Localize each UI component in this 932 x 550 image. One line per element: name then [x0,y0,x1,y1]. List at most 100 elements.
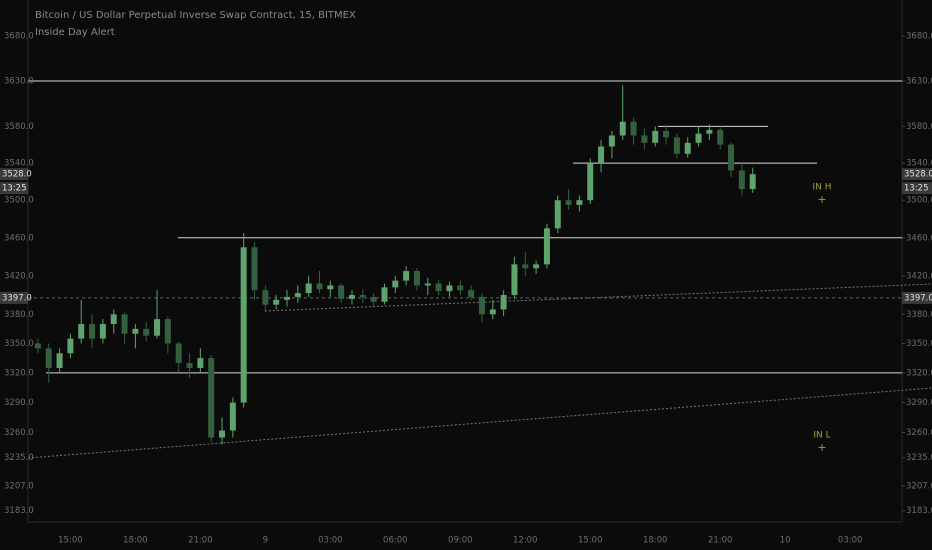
annotation-symbol: + [817,193,826,206]
candle-body [500,295,507,310]
candle-body [219,430,226,438]
candle-body [619,121,626,136]
y-tick-label: 3290.0 [906,398,932,408]
chart-title: Bitcoin / US Dollar Perpetual Inverse Sw… [35,10,356,21]
candle-body [294,293,301,297]
x-tick-label: 09:00 [448,536,473,546]
candle-body [186,363,193,368]
countdown-label: 13:25 [2,184,27,194]
candle-body [208,358,215,438]
y-tick-label: 3420.0 [4,271,34,281]
y-tick-label: 3320.0 [4,368,34,378]
y-tick-label: 3540.0 [4,159,34,169]
x-tick-label: 21:00 [188,536,213,546]
candle-body [110,314,117,324]
countdown-label: 13:25 [904,184,929,194]
candle-body [598,146,605,164]
candle-body [738,170,745,190]
y-tick-label: 3320.0 [906,368,932,378]
countdown-label-box [0,182,28,195]
candle-body [608,135,615,147]
y-tick-label: 3350.0 [4,339,34,349]
candle-body [392,280,399,288]
candle-body [543,228,550,265]
y-tick-label: 3460.0 [4,233,34,243]
marker-price-label-box [0,291,28,304]
candle-body [413,271,420,286]
y-tick-label: 3680.0 [906,32,932,42]
annotation: IN L [813,431,830,441]
y-tick-label: 3460.0 [906,233,932,243]
levels [28,80,902,374]
y-tick-label: 3580.0 [4,122,34,132]
candle-body [587,163,594,201]
candle-body [240,247,247,403]
candle-body [348,295,355,299]
chart-subtitle: Inside Day Alert [35,27,115,38]
y-tick-label: 3630.0 [4,76,34,86]
x-tick-label: 18:00 [123,536,148,546]
marker-price-label-box [902,291,932,304]
candle-body [728,144,735,171]
candle-body [143,328,150,336]
annotation-symbol: + [817,441,826,454]
marker-price-label: 3397.0 [2,293,32,303]
candle-body [489,309,496,315]
candle-body [251,247,258,291]
candle-body [164,319,171,344]
candle-body [641,135,648,143]
candle-body [717,129,724,145]
candle-body [749,174,756,190]
candle-body [706,129,713,134]
y-tick-label: 3380.0 [4,310,34,320]
candle-body [197,358,204,368]
candle-body [370,296,377,302]
candle-body [56,353,63,368]
y-tick-label: 3380.0 [906,310,932,320]
candles [34,85,756,445]
x-tick-label: 03:00 [318,536,343,546]
candle-body [478,296,485,315]
candle-body [316,283,323,290]
candle-body [99,323,106,339]
candle-body [34,343,41,349]
candle-body [533,264,540,269]
candle-body [554,200,561,229]
candle-body [457,285,464,291]
candle-body [663,130,670,138]
x-tick-label: 15:00 [578,536,603,546]
candle-body [511,264,518,296]
candle-body [45,348,52,368]
candle-body [338,285,345,299]
candle-body [403,271,410,281]
candle-body [175,343,182,364]
marker-price-label: 3397.0 [904,293,932,303]
y-tick-label: 3183.0 [906,506,932,516]
candle-body [229,402,236,431]
last-price-label: 3528.0 [2,170,32,180]
candle-body [284,296,291,300]
x-tick-label: 06:00 [383,536,408,546]
candle-body [273,299,280,305]
candle-body [435,283,442,292]
x-tick-label: 10 [780,536,791,546]
x-tick-label: 03:00 [838,536,863,546]
y-tick-label: 3420.0 [906,271,932,281]
annotation: IN H [812,183,831,193]
candle-body [630,121,637,136]
candle-body [78,323,85,339]
x-tick-label: 12:00 [513,536,538,546]
candle-body [565,200,572,205]
y-tick-label: 3260.0 [906,428,932,438]
candle-body [154,319,161,336]
candle-body [522,264,529,269]
y-tick-label: 3680.0 [4,32,34,42]
x-tick-label: 9 [263,536,268,546]
candle-body [305,283,312,294]
y-tick-label: 3235.0 [4,453,34,463]
candle-body [359,295,366,297]
y-tick-label: 3500.0 [906,196,932,206]
y-tick-label: 3207.0 [4,482,34,492]
